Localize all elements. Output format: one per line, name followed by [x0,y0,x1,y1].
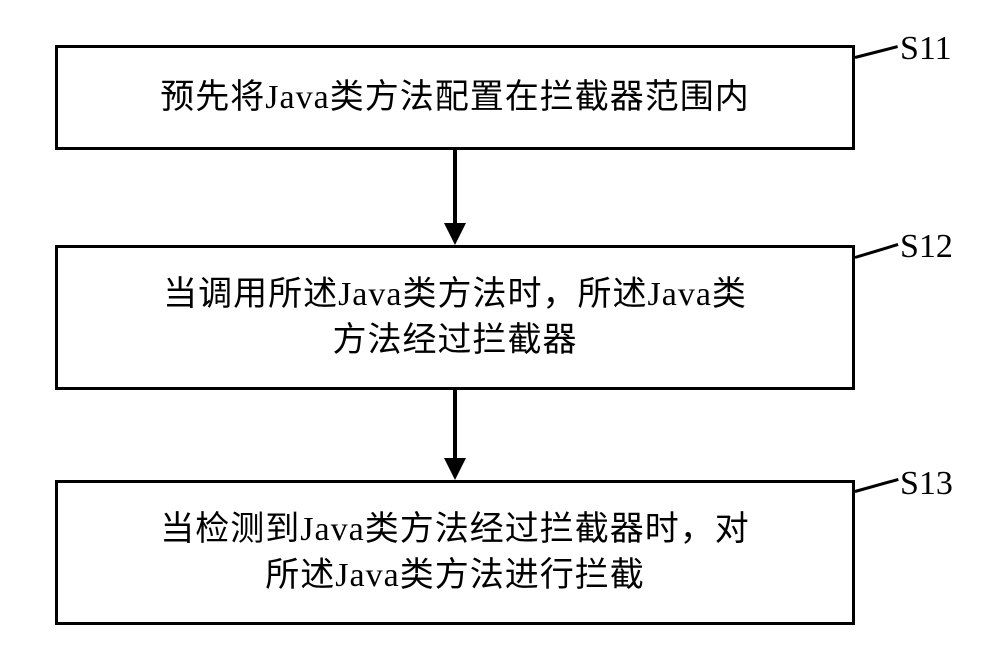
step-box-s13: 当检测到Java类方法经过拦截器时，对 所述Java类方法进行拦截 [55,480,855,625]
arrow-line-1 [453,150,457,223]
step-box-s12: 当调用所述Java类方法时，所述Java类 方法经过拦截器 [55,245,855,390]
arrow-line-2 [453,390,457,458]
arrow-head-1 [444,223,466,245]
step-box-s11: 预先将Java类方法配置在拦截器范围内 [55,45,855,150]
step-label-s11: S11 [900,30,952,68]
step-text-s11: 预先将Java类方法配置在拦截器范围内 [160,75,749,121]
flowchart-canvas: 预先将Java类方法配置在拦截器范围内 S11 当调用所述Java类方法时，所述Ja… [0,0,1000,645]
leader-line-s13 [855,478,899,493]
leader-line-s12 [855,243,899,259]
arrow-head-2 [444,458,466,480]
step-label-s12: S12 [900,228,953,266]
leader-line-s11 [855,45,899,59]
step-text-s13: 当检测到Java类方法经过拦截器时，对 所述Java类方法进行拦截 [160,507,749,599]
step-label-s13: S13 [900,465,953,503]
step-text-s12: 当调用所述Java类方法时，所述Java类 方法经过拦截器 [163,272,747,364]
